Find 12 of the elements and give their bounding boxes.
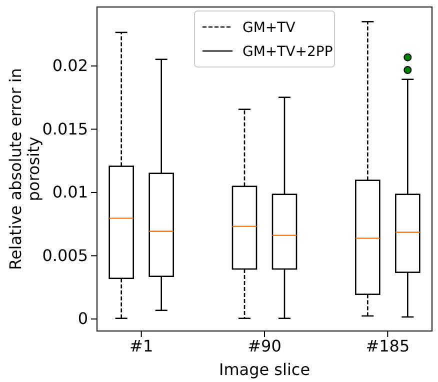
x-tick-label: #90	[248, 336, 282, 356]
legend-label: GM+TV+2PP	[242, 44, 333, 60]
y-tick-label: 0.005	[42, 246, 88, 265]
x-tick-label: #185	[366, 336, 410, 356]
legend-label: GM+TV	[242, 20, 296, 36]
y-tick-label: 0.02	[52, 56, 88, 76]
x-axis-title: Image slice	[218, 360, 310, 379]
y-tick-label: 0	[78, 309, 88, 328]
y-axis-title: Relative absolute error in porosity	[6, 68, 43, 270]
x-tick-label: #1	[130, 336, 154, 356]
y-tick-label: 0.01	[52, 182, 88, 202]
y-tick-label: 0.015	[42, 119, 88, 138]
